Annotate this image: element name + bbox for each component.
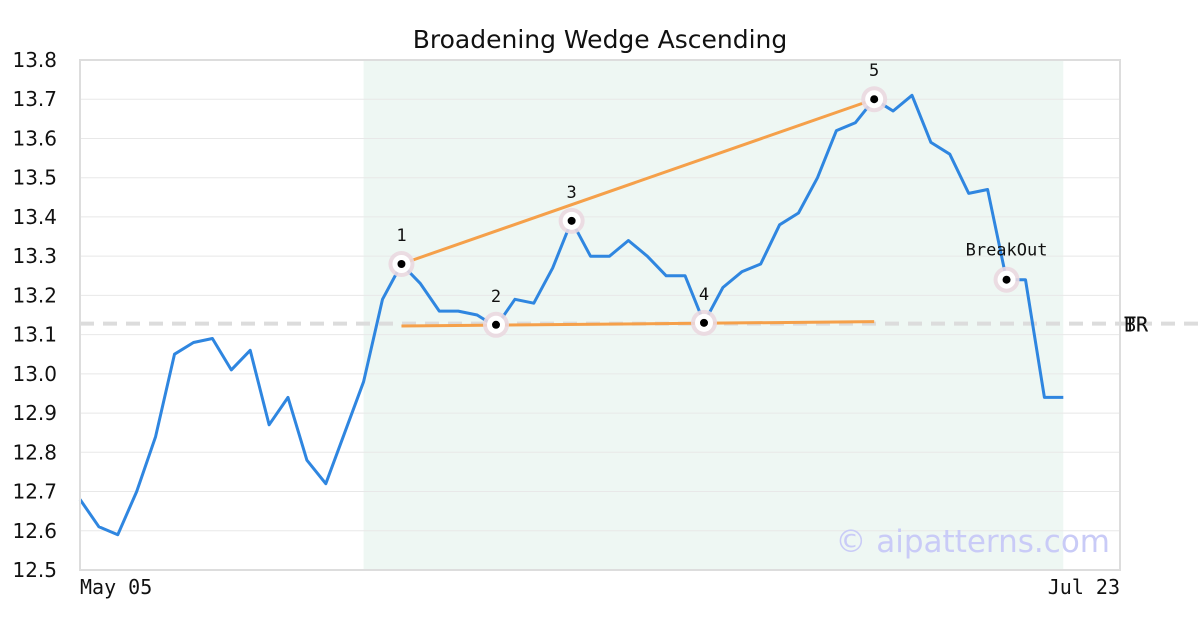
y-tick-label: 12.9: [12, 401, 57, 425]
pivot-1-label: 1: [396, 226, 406, 246]
trendline: [401, 320, 875, 328]
pivot-2-dot: [492, 320, 500, 329]
x-axis: May 05 Jul 23: [80, 575, 1120, 599]
pivot-1-dot: [397, 260, 406, 268]
trendlines: [400, 97, 875, 328]
x-tick-label: Jul 23: [1048, 575, 1120, 599]
y-tick-label: 13.8: [12, 48, 57, 72]
pivot-markers: 1 2 3 4 5 BreakOut: [388, 61, 1047, 338]
breakout-label: BreakOut: [966, 241, 1048, 261]
pivot-4-label: 4: [699, 285, 709, 305]
pivot-3-label: 3: [567, 183, 577, 203]
chart-title: Broadening Wedge Ascending: [413, 25, 788, 54]
pivot-4-dot: [700, 318, 708, 327]
y-tick-label: 13.7: [12, 87, 57, 111]
sr-label: TR: [1124, 313, 1149, 337]
pivot-5-label: 5: [869, 61, 879, 81]
y-tick-label: 12.5: [12, 558, 57, 582]
sr-label: BR: [1124, 313, 1149, 337]
y-tick-label: 12.6: [12, 519, 57, 543]
y-axis: 12.5 12.6 12.7 12.8 12.9 13.0 13.1 13.2 13.3 13.4…: [12, 48, 57, 582]
y-tick-label: 12.8: [12, 440, 57, 464]
trendline: [400, 97, 875, 266]
x-tick-label: May 05: [80, 575, 152, 599]
y-tick-label: 13.0: [12, 362, 57, 386]
y-tick-label: 13.3: [12, 244, 57, 268]
watermark: © aipatterns.com: [835, 524, 1110, 560]
y-tick-label: 13.2: [12, 283, 57, 307]
y-tick-label: 13.4: [12, 205, 57, 229]
pivot-5-dot: [870, 95, 879, 104]
breakout-dot: [1002, 275, 1011, 284]
y-tick-label: 13.6: [12, 126, 57, 150]
pivot-3-dot: [567, 216, 576, 225]
pivot-2-label: 2: [491, 287, 501, 307]
plot-frame: [79, 59, 1121, 571]
y-tick-label: 12.7: [12, 480, 57, 504]
y-tick-label: 13.1: [12, 323, 57, 347]
y-tick-label: 13.5: [12, 166, 57, 190]
